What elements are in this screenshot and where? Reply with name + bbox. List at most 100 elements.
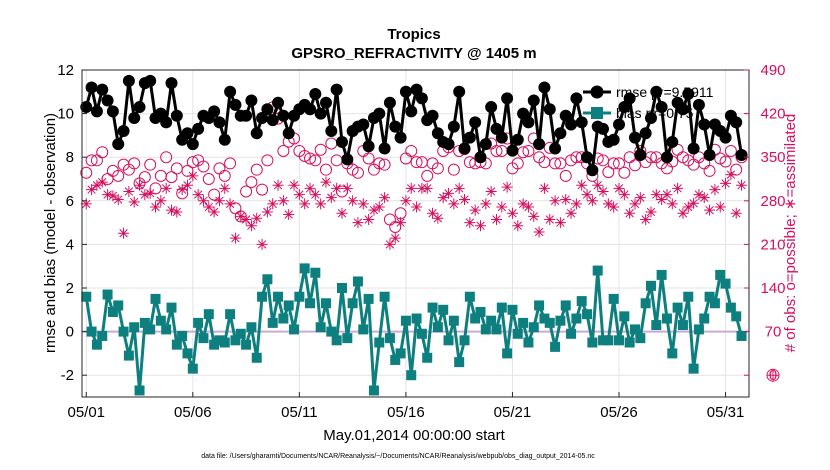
point-rmse (655, 101, 668, 114)
point-rmse (319, 96, 332, 109)
point-bias (539, 313, 550, 324)
point-rmse (447, 120, 460, 133)
x-tick-label: 05/01 (67, 404, 105, 421)
rmse-line (84, 79, 744, 172)
point-bias (193, 317, 204, 328)
point-assimilated (459, 194, 471, 206)
right-tick-label: 350 (760, 149, 785, 166)
left-axis: -2 0 2 4 6 8 10 12 (57, 62, 87, 384)
series-bias (81, 263, 747, 396)
point-assimilated (102, 189, 114, 201)
point-rmse (373, 107, 386, 120)
point-assimilated (624, 207, 636, 219)
point-bias (715, 269, 726, 280)
outlier-plus (767, 369, 779, 382)
left-tick-label: 6 (66, 193, 74, 210)
chart-subtitle: GPSRO_REFRACTIVITY @ 1405 m (291, 45, 536, 62)
point-assimilated (283, 209, 295, 221)
point-bias (502, 348, 513, 359)
point-bias (672, 302, 683, 313)
point-assimilated (224, 198, 236, 210)
point-assimilated (474, 220, 486, 232)
point-bias (230, 335, 241, 346)
right-tick-label: 490 (760, 62, 785, 79)
point-possible (96, 146, 109, 159)
point-assimilated (427, 207, 439, 219)
point-rmse (490, 122, 503, 135)
point-bias (736, 330, 747, 341)
point-rmse (399, 85, 412, 98)
point-rmse (160, 116, 173, 129)
point-assimilated (682, 201, 694, 213)
point-assimilated (347, 195, 359, 207)
point-rmse (224, 85, 237, 98)
x-tick-label: 05/21 (494, 404, 532, 421)
point-rmse (186, 138, 199, 151)
point-assimilated (80, 198, 92, 210)
point-bias (347, 298, 358, 309)
point-assimilated (91, 179, 103, 191)
point-rmse (522, 116, 535, 129)
point-assimilated (656, 194, 668, 206)
point-bias (661, 313, 672, 324)
point-bias (331, 335, 342, 346)
point-bias (166, 302, 177, 313)
point-assimilated (528, 210, 540, 222)
point-rmse (623, 92, 636, 105)
plot-frame (81, 69, 750, 398)
point-rmse (650, 85, 663, 98)
point-possible (628, 159, 641, 172)
point-rmse (458, 142, 471, 155)
point-bias (624, 337, 635, 348)
point-assimilated (134, 179, 146, 191)
point-bias (459, 335, 470, 346)
point-rmse (383, 96, 396, 109)
point-bias (352, 276, 363, 287)
point-assimilated (570, 198, 582, 210)
point-rmse (362, 140, 375, 153)
point-bias (566, 328, 577, 339)
point-bias (368, 385, 379, 396)
point-rmse (575, 116, 588, 129)
point-rmse (703, 149, 716, 162)
point-possible (597, 154, 610, 167)
point-rmse (628, 131, 641, 144)
point-bias (534, 300, 545, 311)
point-assimilated (379, 192, 391, 204)
point-rmse (85, 81, 98, 94)
point-assimilated (155, 195, 167, 207)
point-rmse (543, 103, 556, 116)
legend: rmse pr=9.5911 bias pr=0.75 (583, 84, 714, 121)
point-bias (129, 322, 140, 333)
x-tick-label: 05/26 (600, 404, 638, 421)
point-bias (273, 291, 284, 302)
point-rmse (506, 144, 519, 157)
point-possible (511, 157, 524, 170)
point-bias (731, 311, 742, 322)
point-rmse (426, 109, 439, 122)
chart-title: Tropics (387, 26, 440, 43)
x-tick-label: 05/06 (174, 404, 212, 421)
point-rmse (192, 122, 205, 135)
point-rmse (394, 131, 407, 144)
point-assimilated (592, 179, 604, 191)
legend-rmse-label: rmse pr=9.5911 (616, 84, 714, 100)
point-rmse (485, 101, 498, 114)
point-rmse (330, 83, 343, 96)
point-assimilated (608, 201, 620, 213)
point-bias (257, 291, 268, 302)
left-tick-label: 10 (57, 106, 74, 123)
point-assimilated (443, 187, 455, 199)
point-bias (491, 324, 502, 335)
point-bias (416, 328, 427, 339)
point-bias (97, 330, 108, 341)
point-rmse (106, 105, 119, 118)
point-assimilated (501, 181, 513, 193)
point-bias (187, 363, 198, 374)
point-bias (320, 298, 331, 309)
point-assimilated (586, 195, 598, 207)
point-bias (118, 326, 129, 337)
point-possible (724, 144, 737, 157)
point-assimilated (533, 226, 545, 238)
